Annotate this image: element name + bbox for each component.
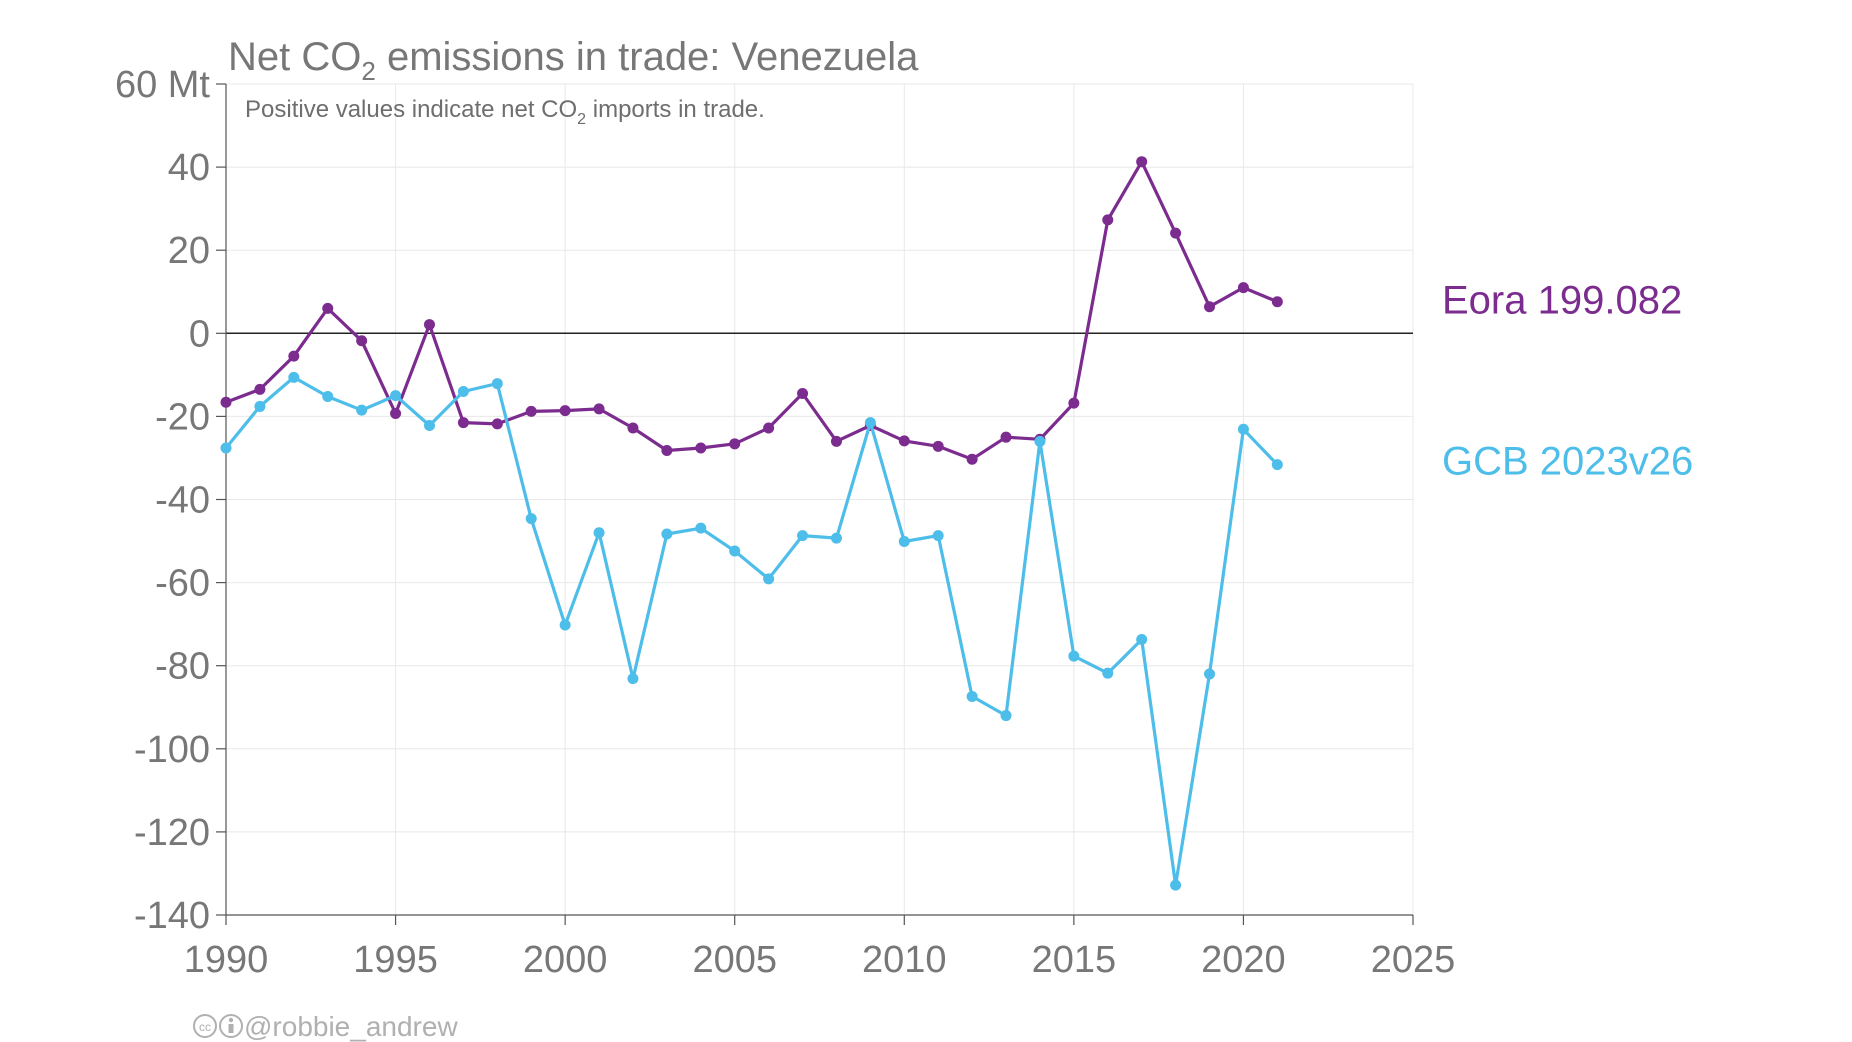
- data-point: [254, 383, 266, 395]
- data-point: [627, 673, 639, 685]
- data-point: [1237, 282, 1249, 294]
- data-point: [1170, 227, 1182, 239]
- data-point: [423, 420, 435, 432]
- data-point: [491, 418, 503, 430]
- data-point: [423, 319, 435, 331]
- data-point: [898, 535, 910, 547]
- y-tick-label: -40: [155, 480, 210, 522]
- data-point: [390, 390, 402, 402]
- data-point: [1271, 459, 1283, 471]
- data-point: [288, 350, 300, 362]
- data-point: [457, 385, 469, 397]
- data-point: [1000, 710, 1012, 722]
- data-point: [695, 522, 707, 534]
- data-point: [830, 532, 842, 544]
- series-label: GCB 2023v26: [1442, 440, 1693, 484]
- data-point: [1102, 667, 1114, 679]
- data-point: [1000, 431, 1012, 443]
- x-tick-label: 2020: [1201, 939, 1286, 981]
- credit: cc @robbie_andrew: [193, 1011, 458, 1042]
- data-point: [254, 400, 266, 412]
- data-point: [1204, 668, 1216, 680]
- data-point: [797, 530, 809, 542]
- data-point: [220, 396, 232, 408]
- data-point: [729, 438, 741, 450]
- data-point: [661, 444, 673, 456]
- data-point: [695, 442, 707, 454]
- y-tick-label: -60: [155, 563, 210, 605]
- y-tick-label: 60 Mt: [115, 64, 210, 106]
- data-point: [966, 690, 978, 702]
- cc-by-icon: cc: [193, 1014, 243, 1038]
- data-point: [220, 442, 232, 454]
- data-point: [898, 435, 910, 447]
- data-point: [1271, 296, 1283, 308]
- series-line: [225, 160, 1278, 461]
- credit-handle: @robbie_andrew: [244, 1011, 458, 1042]
- data-point: [932, 530, 944, 542]
- y-tick-label: 20: [168, 230, 210, 272]
- data-point: [1068, 397, 1080, 409]
- chart-title: Net CO2 emissions in trade: Venezuela: [228, 35, 919, 86]
- data-point: [1136, 634, 1148, 646]
- x-tick-label: 2000: [523, 939, 608, 981]
- data-point: [830, 435, 842, 447]
- data-point: [525, 513, 537, 525]
- data-point: [932, 440, 944, 452]
- series-0: [220, 156, 1283, 465]
- data-point: [288, 371, 300, 383]
- data-point: [1034, 435, 1046, 447]
- data-point: [593, 527, 605, 539]
- data-point: [356, 404, 368, 416]
- x-tick-label: 1995: [353, 939, 438, 981]
- series-label: Eora 199.082: [1442, 279, 1682, 323]
- data-point: [627, 422, 639, 434]
- x-tick-label: 2010: [862, 939, 947, 981]
- chart-subtitle: Positive values indicate net CO2 imports…: [245, 96, 765, 128]
- data-point: [457, 417, 469, 429]
- x-tick-label: 2005: [692, 939, 777, 981]
- y-tick-label: 0: [189, 313, 210, 355]
- series-labels: Eora 199.082 GCB 2023v26: [1442, 279, 1693, 484]
- data-point: [1204, 301, 1216, 313]
- x-tick-label: 1990: [184, 939, 269, 981]
- data-point: [525, 405, 537, 417]
- data-point: [390, 407, 402, 419]
- svg-text:cc: cc: [199, 1020, 211, 1034]
- series-line: [224, 375, 1279, 887]
- data-point: [491, 378, 503, 390]
- data-point: [729, 545, 741, 557]
- data-point: [763, 422, 775, 434]
- data-point: [1102, 214, 1114, 226]
- data-point: [966, 453, 978, 465]
- x-tick-label: 2015: [1032, 939, 1117, 981]
- data-point: [559, 619, 571, 631]
- y-tick-label: -20: [155, 396, 210, 438]
- data-point: [322, 390, 334, 402]
- data-point: [322, 302, 334, 314]
- y-tick-label: -100: [134, 729, 210, 771]
- y-tick-label: -80: [155, 646, 210, 688]
- series-1: [220, 371, 1283, 891]
- data-point: [1068, 650, 1080, 662]
- data-point: [1136, 156, 1148, 168]
- series: [220, 156, 1283, 891]
- data-point: [1170, 879, 1182, 891]
- y-tick-label: -140: [134, 895, 210, 937]
- data-point: [864, 417, 876, 429]
- y-tick-label: -120: [134, 812, 210, 854]
- data-point: [356, 335, 368, 347]
- data-point: [1237, 423, 1249, 435]
- y-tick-label: 40: [168, 147, 210, 189]
- data-point: [797, 388, 809, 400]
- x-tick-label: 2025: [1371, 939, 1456, 981]
- data-point: [593, 403, 605, 415]
- data-point: [661, 528, 673, 540]
- data-point: [559, 405, 571, 417]
- data-point: [763, 573, 775, 585]
